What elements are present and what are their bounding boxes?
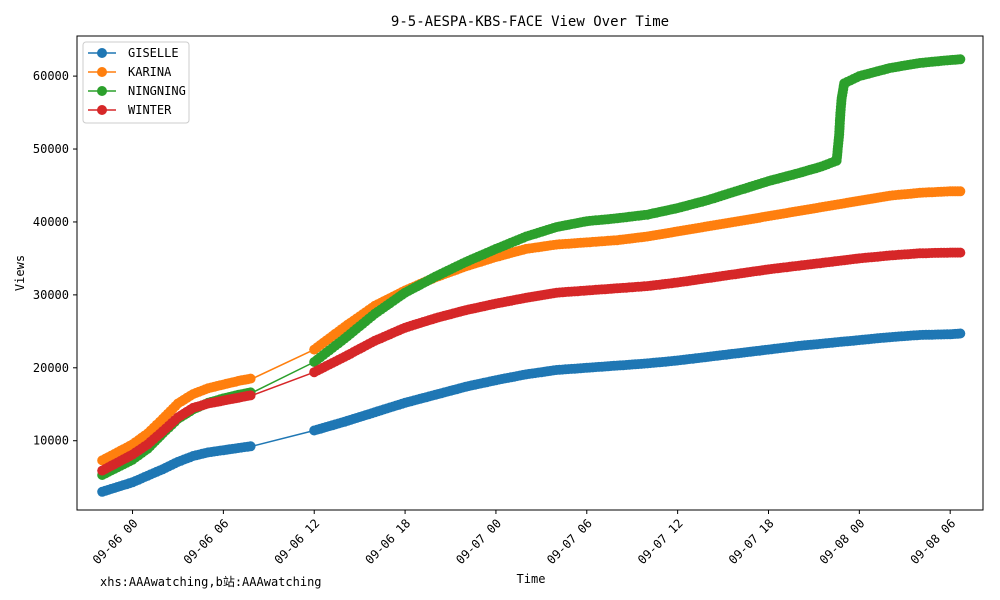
legend-box [82,41,190,124]
series-karina [97,186,966,466]
x-tick-label: 09-08 00 [817,516,868,567]
series-line [101,58,961,476]
x-tick-label: 09-06 00 [90,516,141,567]
legend-marker [97,67,107,77]
legend-label: KARINA [128,65,172,79]
chart-title: 9-5-AESPA-KBS-FACE View Over Time [391,14,669,30]
series-ningning [97,54,966,480]
series-winter [97,247,966,476]
y-axis-label: Views [13,255,27,291]
y-axis: 10000 20000 30000 40000 50000 60000 [33,69,77,448]
series-markers [97,247,966,476]
legend-item-karina: KARINA [88,65,172,79]
y-tick-label: 20000 [33,361,69,375]
legend: GISELLE KARINA NINGNING WINTER [82,41,190,124]
legend-item-giselle: GISELLE [88,46,179,60]
y-tick-label: 50000 [33,142,69,156]
legend-item-ningning: NINGNING [88,84,186,98]
x-tick-label: 09-07 18 [726,516,777,567]
legend-label: WINTER [128,103,172,117]
x-tick-label: 09-06 12 [272,516,323,567]
series-markers [97,186,966,466]
legend-label: GISELLE [128,46,179,60]
legend-item-winter: WINTER [88,103,172,117]
x-tick-label: 09-06 06 [181,516,232,567]
data-point [955,54,966,65]
y-tick-label: 30000 [33,288,69,302]
series-markers [97,54,966,480]
data-point [245,441,256,452]
x-tick-label: 09-07 06 [544,516,595,567]
x-tick-label: 09-06 18 [362,516,413,567]
legend-marker [97,86,107,96]
y-tick-label: 60000 [33,69,69,83]
y-tick-label: 40000 [33,215,69,229]
data-point [955,247,966,258]
series-line [101,332,961,493]
data-point [955,328,966,339]
data-point [245,373,256,384]
x-tick-label: 09-07 12 [635,516,686,567]
data-point [955,186,966,197]
x-axis-label: Time [517,572,546,586]
x-tick-label: 09-08 06 [908,516,959,567]
series-line [101,251,961,472]
legend-marker [97,105,107,115]
x-axis: 09-06 00 09-06 06 09-06 12 09-06 18 09-07 00… [90,510,958,567]
x-tick-label: 09-07 00 [453,516,504,567]
data-point [245,390,256,401]
legend-marker [97,48,107,58]
plot-frame [76,35,984,511]
watermark-text: xhs:AAAwatching,b站:AAAwatching [100,575,322,589]
y-tick-label: 10000 [33,434,69,448]
series-markers [97,328,966,497]
legend-label: NINGNING [128,84,186,98]
series-giselle [97,328,966,497]
